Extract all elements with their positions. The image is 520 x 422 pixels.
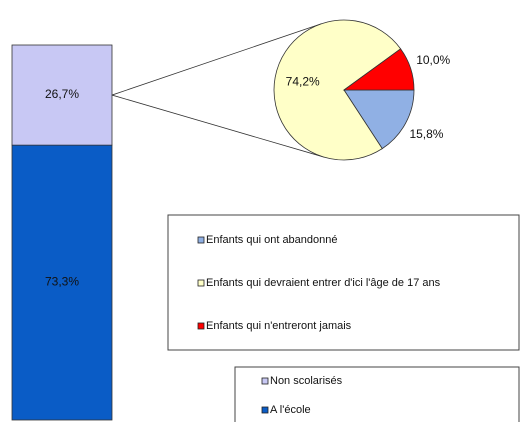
legend-swatch: [197, 236, 205, 244]
connector-line: [111, 23, 322, 96]
legend-swatch: [197, 322, 205, 330]
legend-label: Enfants qui n'entreront jamais: [206, 320, 352, 332]
pie-label: 15,8%: [409, 127, 443, 141]
legend-swatch: [197, 279, 205, 287]
pie-legend-box: [167, 214, 520, 351]
legend-label: A l'école: [270, 404, 311, 416]
bar-label: 26,7%: [45, 87, 79, 101]
pie-slice: [273, 19, 402, 161]
connector-line: [111, 94, 325, 158]
bar-label: 73,3%: [45, 275, 79, 289]
legend-label: Enfants qui ont abandonné: [206, 234, 338, 246]
legend-label: Non scolarisés: [270, 375, 343, 387]
pie-label: 10,0%: [416, 53, 450, 67]
bar-segment: [11, 44, 113, 146]
pie-slice: [343, 89, 415, 150]
pie-slice: [342, 48, 415, 91]
legend-swatch: [261, 406, 269, 414]
bar-legend-box: [234, 366, 520, 422]
legend-swatch: [261, 377, 269, 385]
legend-label: Enfants qui devraient entrer d'ici l'âge…: [206, 277, 441, 289]
pie-label: 74,2%: [286, 75, 320, 89]
bar-segment: [11, 144, 113, 421]
